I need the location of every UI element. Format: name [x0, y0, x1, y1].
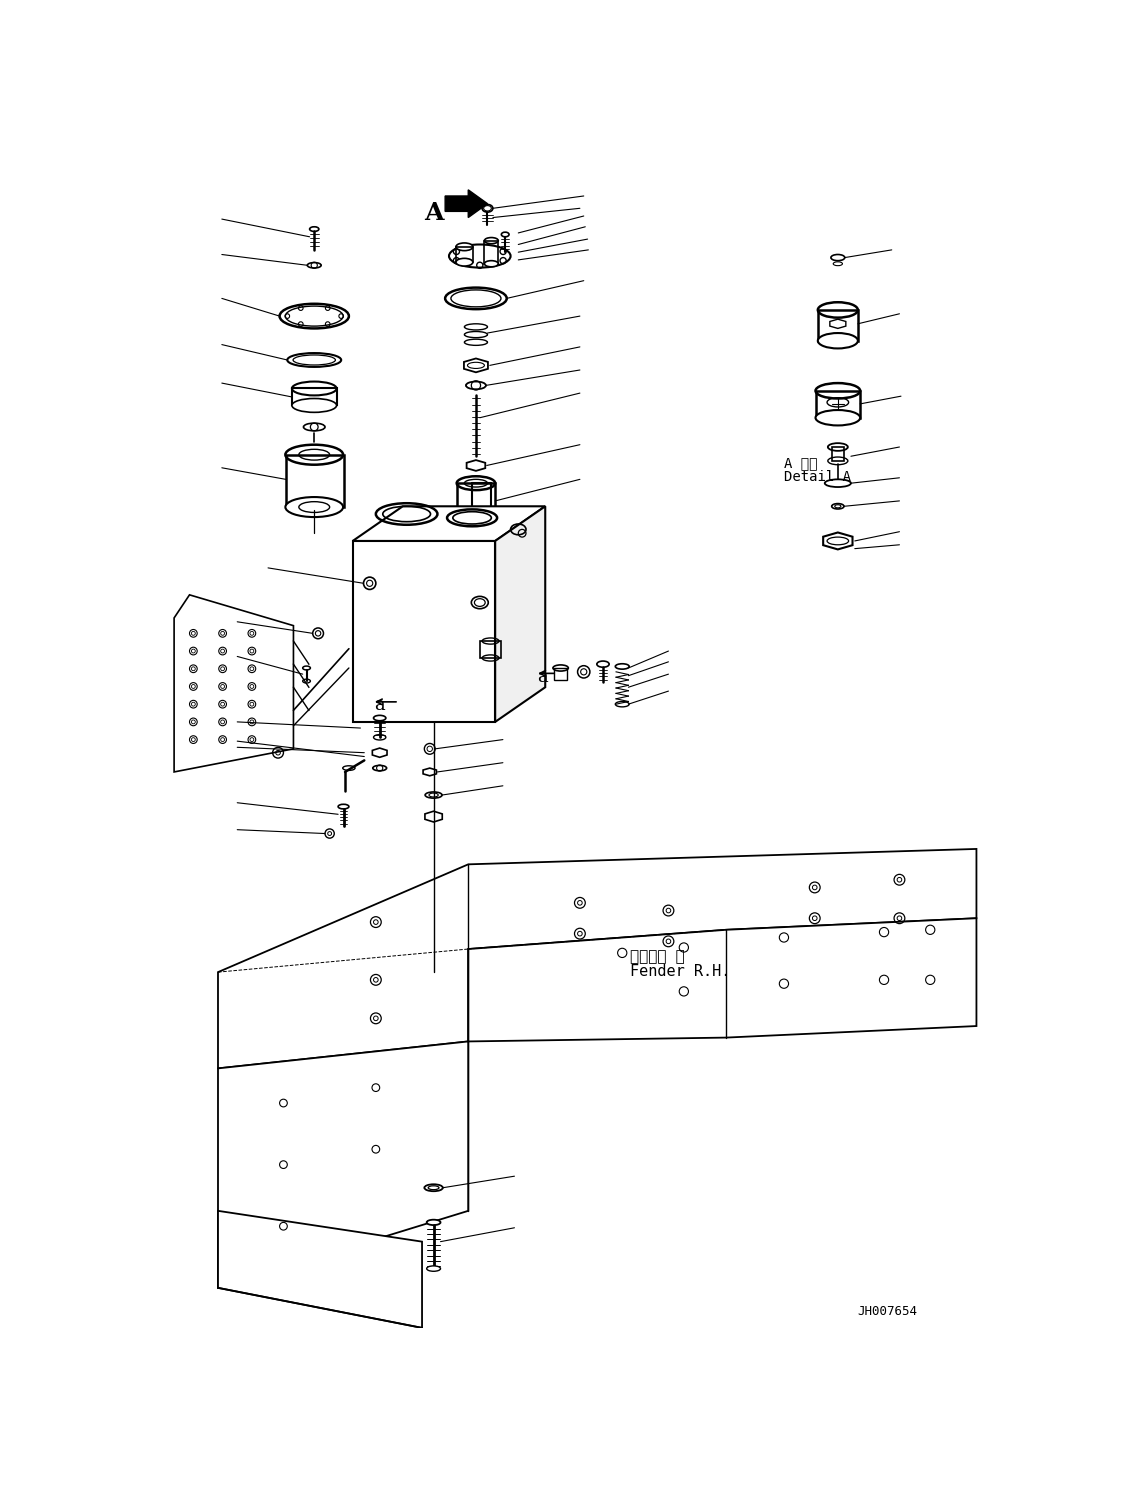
Text: A: A — [425, 200, 444, 225]
Bar — [292, 388, 336, 406]
Bar — [479, 642, 501, 658]
Polygon shape — [495, 506, 545, 722]
Ellipse shape — [828, 443, 847, 451]
Polygon shape — [174, 595, 293, 771]
Polygon shape — [218, 849, 977, 1068]
Ellipse shape — [292, 398, 336, 412]
Ellipse shape — [457, 476, 495, 489]
Bar — [353, 542, 495, 722]
Ellipse shape — [830, 255, 845, 261]
Bar — [457, 483, 495, 522]
Ellipse shape — [310, 227, 319, 231]
Bar — [818, 310, 858, 340]
Ellipse shape — [484, 261, 499, 267]
Text: JH007654: JH007654 — [857, 1306, 917, 1317]
Polygon shape — [353, 506, 545, 542]
Bar — [816, 391, 860, 418]
Ellipse shape — [292, 382, 336, 395]
Text: a: a — [374, 697, 385, 715]
Polygon shape — [218, 1041, 468, 1288]
Ellipse shape — [285, 445, 343, 464]
Text: A 詳細: A 詳細 — [784, 457, 818, 470]
Text: Fender R.H.: Fender R.H. — [630, 964, 730, 979]
Ellipse shape — [484, 237, 499, 243]
Ellipse shape — [825, 479, 851, 486]
Bar — [484, 240, 499, 264]
Ellipse shape — [374, 715, 386, 721]
Ellipse shape — [457, 515, 495, 528]
Ellipse shape — [456, 258, 473, 266]
Ellipse shape — [456, 243, 473, 251]
Bar — [286, 455, 343, 507]
Ellipse shape — [818, 333, 858, 349]
Text: Detail A: Detail A — [784, 470, 851, 483]
Ellipse shape — [339, 804, 349, 809]
Ellipse shape — [816, 383, 860, 398]
Ellipse shape — [816, 410, 860, 425]
Ellipse shape — [427, 1265, 441, 1271]
Ellipse shape — [427, 1219, 441, 1225]
Polygon shape — [218, 1212, 423, 1328]
Text: フェンダ 右: フェンダ 右 — [630, 949, 685, 964]
Bar — [832, 448, 844, 461]
Polygon shape — [468, 918, 977, 1041]
Ellipse shape — [818, 303, 858, 318]
Text: a: a — [537, 668, 549, 686]
Ellipse shape — [285, 497, 343, 518]
Polygon shape — [445, 189, 487, 218]
Bar — [554, 668, 567, 680]
Bar — [456, 246, 473, 263]
Ellipse shape — [482, 204, 493, 212]
Ellipse shape — [501, 233, 509, 237]
